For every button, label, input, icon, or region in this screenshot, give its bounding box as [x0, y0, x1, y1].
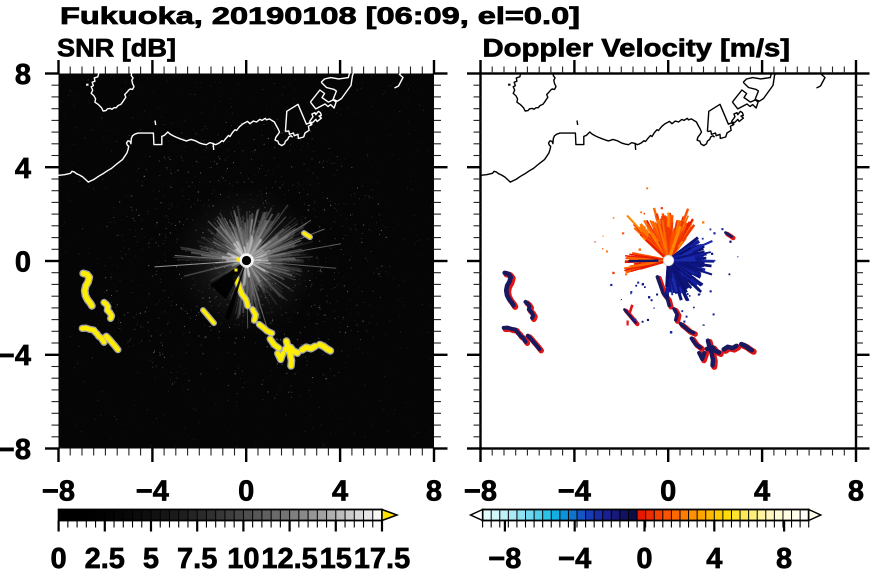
- svg-text:12.5: 12.5: [261, 543, 317, 570]
- svg-text:0: 0: [660, 476, 676, 508]
- svg-text:0: 0: [51, 543, 67, 570]
- svg-text:4: 4: [754, 476, 770, 508]
- svg-text:−4: −4: [558, 543, 591, 570]
- svg-text:0: 0: [15, 247, 31, 279]
- svg-text:15: 15: [320, 543, 352, 570]
- svg-text:0: 0: [636, 543, 652, 570]
- svg-text:7.5: 7.5: [177, 543, 217, 570]
- svg-text:Fukuoka, 20190108 [06:09, el=0: Fukuoka, 20190108 [06:09, el=0.0]: [60, 3, 580, 30]
- svg-text:10: 10: [227, 543, 259, 570]
- svg-text:2.5: 2.5: [85, 543, 125, 570]
- svg-text:17.5: 17.5: [354, 543, 410, 570]
- svg-text:8: 8: [15, 59, 31, 91]
- svg-text:−8: −8: [464, 476, 497, 508]
- svg-text:5: 5: [143, 543, 159, 570]
- svg-text:8: 8: [848, 476, 864, 508]
- svg-text:8: 8: [776, 543, 792, 570]
- svg-text:−8: −8: [0, 434, 31, 466]
- svg-text:Doppler Velocity [m/s]: Doppler Velocity [m/s]: [483, 35, 791, 63]
- svg-text:8: 8: [426, 476, 442, 508]
- svg-text:−4: −4: [136, 476, 169, 508]
- svg-text:−4: −4: [558, 476, 591, 508]
- svg-text:−4: −4: [0, 340, 31, 372]
- svg-text:0: 0: [238, 476, 254, 508]
- svg-text:4: 4: [15, 153, 31, 185]
- svg-text:−8: −8: [488, 543, 521, 570]
- svg-text:SNR [dB]: SNR [dB]: [57, 35, 176, 63]
- svg-text:4: 4: [706, 543, 722, 570]
- svg-text:−8: −8: [42, 476, 75, 508]
- svg-text:4: 4: [332, 476, 348, 508]
